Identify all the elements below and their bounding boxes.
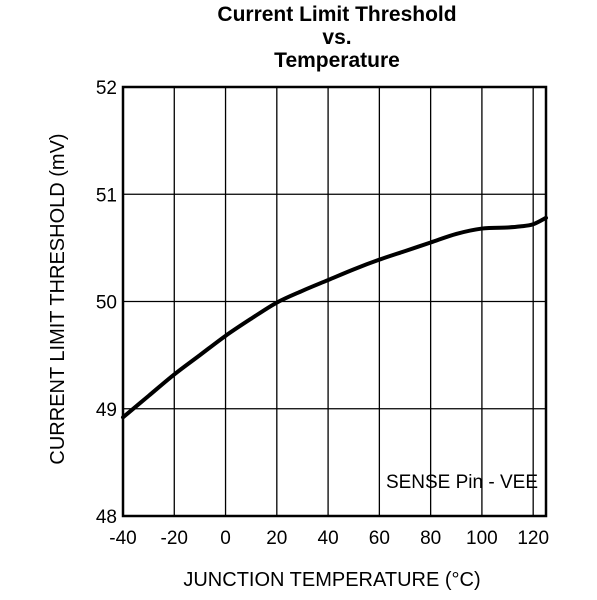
grid <box>122 86 546 517</box>
x-tick-label: 120 <box>517 528 549 549</box>
tick-labels: -40 -20 0 20 40 60 80 100 120 48 49 50 51 52 <box>96 78 549 549</box>
y-tick-label: 52 <box>96 78 117 99</box>
x-axis-label: JUNCTION TEMPERATURE (°C) <box>183 569 480 591</box>
y-tick-label: 51 <box>96 185 117 206</box>
x-tick-label: 40 <box>318 528 339 549</box>
chart-title-line-1: Current Limit Threshold <box>217 3 456 26</box>
plot-frame <box>121 85 548 518</box>
series-line <box>121 215 548 420</box>
y-axis-label: CURRENT LIMIT THRESHOLD (mV) <box>47 133 69 464</box>
chart-title-line-2: vs. <box>322 26 351 49</box>
annotation-sense-pin: SENSE Pin - VEE <box>386 472 538 493</box>
x-tick-label: 0 <box>220 528 231 549</box>
x-tick-label: 80 <box>420 528 441 549</box>
x-tick-label: -40 <box>109 528 136 549</box>
x-tick-label: 60 <box>369 528 390 549</box>
y-tick-label: 48 <box>96 507 117 528</box>
x-tick-label: 20 <box>266 528 287 549</box>
y-tick-label: 49 <box>96 400 117 421</box>
x-tick-label: -20 <box>161 528 188 549</box>
chart-title-line-3: Temperature <box>274 49 400 72</box>
x-tick-label: 100 <box>466 528 498 549</box>
series-layer <box>121 215 548 420</box>
y-tick-label: 50 <box>96 293 117 314</box>
